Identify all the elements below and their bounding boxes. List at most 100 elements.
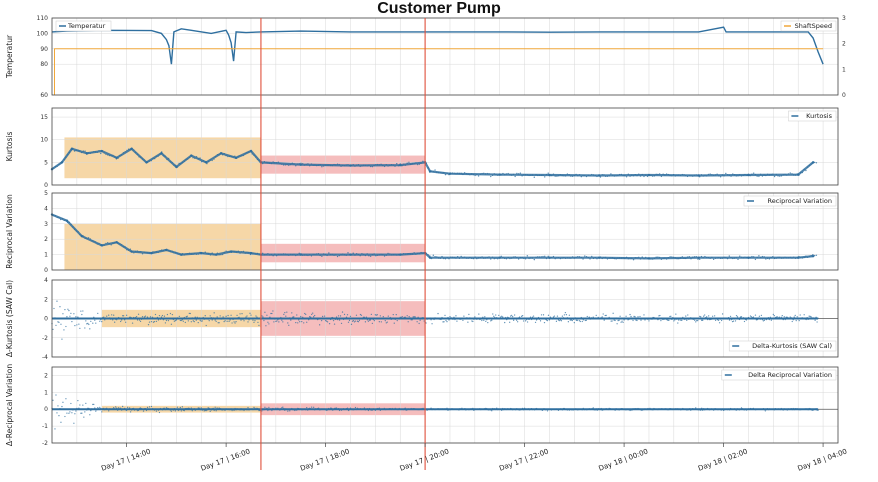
scatter-dot [543, 321, 546, 324]
scatter-dot [322, 253, 325, 255]
scatter-dot [739, 316, 742, 318]
scatter-dot [669, 315, 671, 318]
scatter-dot [470, 257, 473, 260]
scatter-dot [204, 251, 206, 253]
scatter-dot [94, 241, 97, 243]
scatter-dot [463, 172, 466, 174]
scatter-dot [255, 156, 257, 158]
scatter-dot [808, 255, 811, 258]
scatter-dot [265, 325, 267, 327]
scatter-dot [779, 256, 781, 259]
scatter-dot [551, 174, 553, 177]
scatter-dot [474, 174, 476, 177]
scatter-dot [310, 163, 313, 165]
x-tick-label: Day 17 | 16:00 [200, 447, 252, 472]
scatter-dot [300, 253, 302, 255]
scatter-dot [148, 160, 151, 162]
scatter-dot [477, 175, 480, 177]
y-axis-label: Kurtosis [5, 132, 14, 162]
scatter-dot [422, 160, 424, 162]
scatter-dot [492, 313, 494, 315]
scatter-dot [801, 257, 804, 259]
scatter-dot [101, 245, 104, 247]
scatter-dot [815, 162, 818, 164]
scatter-dot [474, 316, 476, 318]
scatter-dot [695, 255, 697, 258]
scatter-dot [150, 159, 152, 162]
scatter-dot [740, 316, 743, 318]
scatter-dot [324, 164, 327, 166]
scatter-dot [282, 253, 285, 255]
scatter-dot [773, 315, 775, 317]
scatter-dot [734, 320, 737, 322]
scatter-dot [397, 165, 400, 167]
scatter-dot [491, 410, 493, 412]
scatter-dot [497, 258, 499, 260]
scatter-dot [399, 253, 401, 255]
scatter-dot [204, 315, 206, 317]
scatter-dot [782, 174, 784, 176]
scatter-dot [563, 314, 566, 316]
scatter-dot [603, 174, 605, 176]
scatter-dot [82, 150, 85, 152]
data-point [85, 152, 89, 155]
scatter-dot [63, 158, 65, 161]
scatter-dot [570, 319, 573, 321]
scatter-dot [650, 174, 652, 177]
scatter-dot [325, 320, 328, 322]
scatter-dot [155, 155, 158, 158]
scatter-dot [747, 173, 750, 175]
scatter-dot [783, 316, 785, 318]
scatter-dot [187, 158, 189, 160]
scatter-dot [291, 162, 293, 164]
scatter-dot [121, 405, 124, 408]
scatter-dot [639, 315, 641, 318]
scatter-dot [270, 312, 272, 315]
scatter-dot [545, 173, 548, 176]
scatter-dot [437, 312, 439, 315]
scatter-dot [515, 319, 518, 321]
scatter-dot [460, 255, 462, 258]
scatter-dot [671, 175, 673, 177]
scatter-dot [780, 257, 783, 259]
scatter-dot [131, 251, 133, 253]
scatter-dot [101, 320, 103, 323]
scatter-dot [631, 257, 633, 260]
scatter-dot [518, 316, 521, 318]
scatter-dot [166, 158, 168, 161]
scatter-dot [463, 315, 465, 317]
scatter-dot [335, 316, 338, 318]
scatter-dot [483, 319, 485, 322]
scatter-dot [383, 165, 386, 168]
scatter-dot [216, 252, 219, 254]
scatter-dot [167, 319, 170, 322]
y-axis-label: Reciprocal Variation [5, 194, 14, 269]
scatter-dot [634, 174, 636, 176]
scatter-dot [404, 164, 407, 166]
scatter-dot [85, 402, 87, 405]
scatter-dot [291, 312, 293, 314]
scatter-dot [286, 311, 288, 313]
scatter-dot [343, 165, 346, 167]
scatter-dot [439, 257, 441, 260]
scatter-dot [97, 312, 99, 315]
scatter-dot [516, 256, 518, 259]
scatter-dot [571, 175, 574, 177]
scatter-dot [399, 163, 401, 165]
scatter-dot [61, 161, 64, 163]
scatter-dot [56, 300, 58, 302]
scatter-dot [557, 319, 560, 321]
scatter-dot [237, 155, 240, 157]
scatter-dot [289, 253, 292, 256]
y-tick-label: 4 [44, 277, 48, 284]
scatter-dot [201, 160, 203, 163]
y-tick-label: 2 [44, 296, 48, 303]
y-tick-label: 60 [40, 92, 48, 99]
scatter-dot [263, 253, 266, 256]
scatter-dot [455, 173, 457, 175]
scatter-dot [251, 253, 253, 255]
scatter-dot [120, 320, 122, 323]
scatter-dot [575, 319, 577, 321]
scatter-dot [646, 257, 649, 260]
scatter-dot [295, 254, 297, 257]
